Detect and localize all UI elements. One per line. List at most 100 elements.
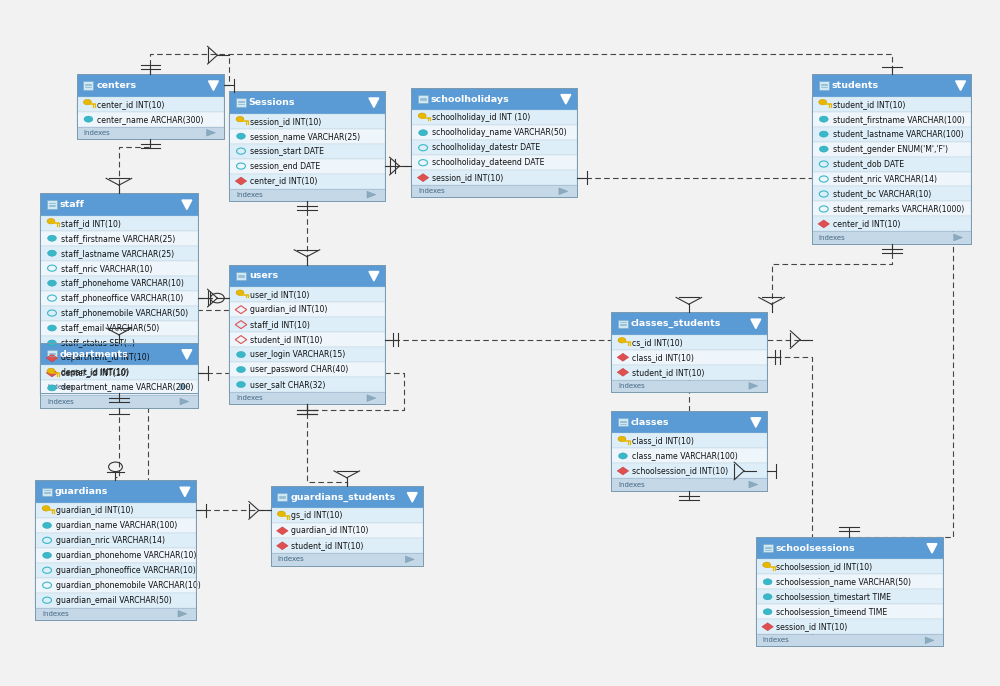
Circle shape bbox=[42, 506, 50, 511]
Circle shape bbox=[236, 290, 244, 296]
Polygon shape bbox=[369, 272, 379, 281]
Circle shape bbox=[619, 453, 627, 459]
Text: student_dob DATE: student_dob DATE bbox=[833, 160, 904, 169]
Bar bbox=[411, 185, 577, 198]
Text: guardian_phonehome VARCHAR(10): guardian_phonehome VARCHAR(10) bbox=[56, 551, 196, 560]
Polygon shape bbox=[956, 81, 965, 91]
Text: Sessions: Sessions bbox=[249, 98, 295, 107]
Circle shape bbox=[43, 522, 52, 528]
Text: class_id INT(10): class_id INT(10) bbox=[632, 436, 694, 445]
Polygon shape bbox=[46, 369, 58, 377]
Text: session_end DATE: session_end DATE bbox=[250, 162, 320, 171]
Text: user_login VARCHAR(15): user_login VARCHAR(15) bbox=[250, 350, 345, 359]
Polygon shape bbox=[561, 95, 571, 104]
Bar bbox=[229, 91, 385, 114]
Text: Indexes: Indexes bbox=[277, 556, 304, 563]
Circle shape bbox=[43, 552, 52, 558]
Bar bbox=[229, 317, 385, 332]
Text: staff_phonehome VARCHAR(10): staff_phonehome VARCHAR(10) bbox=[61, 279, 184, 287]
Polygon shape bbox=[277, 527, 288, 535]
Text: cs_id INT(10): cs_id INT(10) bbox=[632, 338, 682, 347]
Bar bbox=[271, 523, 423, 539]
Circle shape bbox=[763, 579, 772, 585]
Bar bbox=[812, 217, 971, 231]
Circle shape bbox=[819, 146, 828, 152]
Circle shape bbox=[48, 280, 56, 286]
Bar bbox=[40, 320, 198, 335]
Text: guardian_id INT(10): guardian_id INT(10) bbox=[56, 506, 133, 515]
Bar bbox=[40, 193, 198, 392]
Text: staff_lastname VARCHAR(25): staff_lastname VARCHAR(25) bbox=[61, 249, 174, 258]
Text: class_id INT(10): class_id INT(10) bbox=[632, 353, 694, 362]
Text: Indexes: Indexes bbox=[763, 637, 789, 643]
Polygon shape bbox=[235, 177, 247, 185]
Polygon shape bbox=[180, 398, 189, 405]
Text: Indexes: Indexes bbox=[47, 383, 74, 390]
Bar bbox=[229, 332, 385, 347]
Text: session_id INT(10): session_id INT(10) bbox=[250, 117, 321, 126]
Polygon shape bbox=[925, 637, 934, 643]
Text: schoolsession_timestart TIME: schoolsession_timestart TIME bbox=[776, 592, 891, 602]
Bar bbox=[812, 112, 971, 127]
Text: guardians: guardians bbox=[55, 487, 108, 496]
Text: guardian_phonemobile VARCHAR(10): guardian_phonemobile VARCHAR(10) bbox=[56, 581, 201, 590]
Bar bbox=[229, 143, 385, 158]
Bar bbox=[756, 604, 943, 619]
Bar bbox=[40, 381, 198, 392]
Bar bbox=[812, 156, 971, 172]
Polygon shape bbox=[207, 130, 215, 136]
Bar bbox=[40, 193, 198, 216]
Polygon shape bbox=[182, 350, 192, 359]
Text: staff_firstname VARCHAR(25): staff_firstname VARCHAR(25) bbox=[61, 234, 175, 243]
Text: class_name VARCHAR(100): class_name VARCHAR(100) bbox=[632, 451, 738, 460]
Bar bbox=[277, 493, 287, 501]
Bar bbox=[611, 365, 767, 380]
Bar bbox=[77, 97, 224, 112]
Bar bbox=[271, 486, 423, 565]
Text: guardian_phoneoffice VARCHAR(10): guardian_phoneoffice VARCHAR(10) bbox=[56, 566, 196, 575]
Circle shape bbox=[47, 368, 55, 374]
Bar bbox=[40, 246, 198, 261]
Circle shape bbox=[48, 325, 56, 331]
Circle shape bbox=[618, 436, 626, 442]
Text: staff_phonemobile VARCHAR(50): staff_phonemobile VARCHAR(50) bbox=[61, 309, 188, 318]
Polygon shape bbox=[46, 354, 58, 362]
Text: student_id INT(10): student_id INT(10) bbox=[833, 99, 905, 108]
Text: classes: classes bbox=[631, 418, 669, 427]
Circle shape bbox=[48, 235, 56, 241]
Polygon shape bbox=[182, 200, 192, 209]
Bar bbox=[35, 608, 196, 620]
Circle shape bbox=[237, 351, 245, 357]
Text: session_id INT(10): session_id INT(10) bbox=[776, 622, 848, 631]
Text: Indexes: Indexes bbox=[236, 395, 263, 401]
Bar bbox=[812, 187, 971, 202]
Text: session_start DATE: session_start DATE bbox=[250, 147, 324, 156]
Bar bbox=[77, 74, 224, 139]
Bar bbox=[611, 478, 767, 490]
Bar bbox=[411, 88, 577, 198]
Circle shape bbox=[763, 608, 772, 615]
Text: center_id INT(10): center_id INT(10) bbox=[250, 176, 317, 185]
Text: schoolsession_timeend TIME: schoolsession_timeend TIME bbox=[776, 607, 888, 616]
Text: student_firstname VARCHAR(100): student_firstname VARCHAR(100) bbox=[833, 115, 964, 123]
Bar bbox=[756, 574, 943, 589]
Text: guardian_nric VARCHAR(14): guardian_nric VARCHAR(14) bbox=[56, 536, 165, 545]
Bar bbox=[35, 563, 196, 578]
Text: Indexes: Indexes bbox=[618, 383, 645, 389]
Polygon shape bbox=[367, 394, 376, 401]
Bar bbox=[35, 548, 196, 563]
Text: user_salt CHAR(32): user_salt CHAR(32) bbox=[250, 380, 325, 389]
Bar bbox=[236, 272, 246, 280]
Polygon shape bbox=[751, 418, 761, 427]
Circle shape bbox=[236, 117, 244, 122]
Circle shape bbox=[419, 130, 428, 136]
Circle shape bbox=[83, 99, 91, 105]
Circle shape bbox=[819, 131, 828, 137]
Circle shape bbox=[618, 338, 626, 343]
Bar bbox=[611, 380, 767, 392]
Bar bbox=[611, 464, 767, 478]
Polygon shape bbox=[751, 319, 761, 329]
Text: schoolholiday_id INT (10): schoolholiday_id INT (10) bbox=[432, 113, 530, 122]
Text: schoolholiday_dateend DATE: schoolholiday_dateend DATE bbox=[432, 158, 544, 167]
Text: Indexes: Indexes bbox=[42, 611, 69, 617]
